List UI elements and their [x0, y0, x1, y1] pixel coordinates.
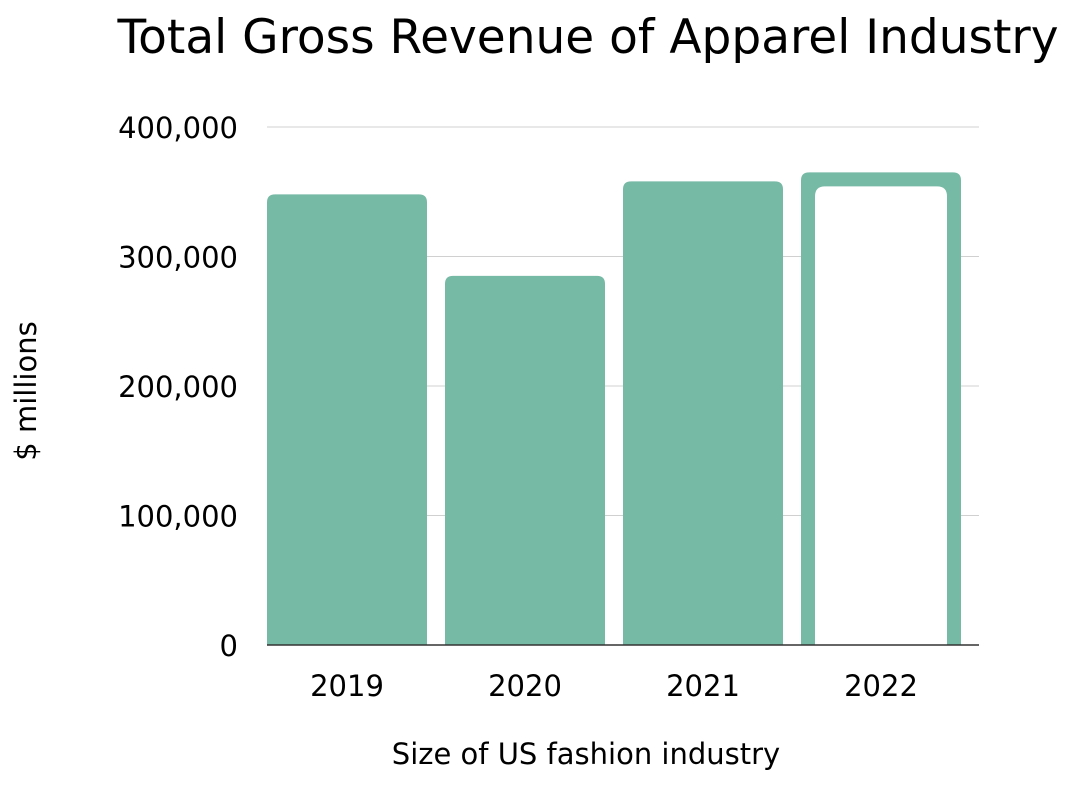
- y-tick-label: 300,000: [118, 241, 238, 275]
- bar-2021: [623, 181, 783, 645]
- y-axis-label: $ millions: [9, 321, 43, 460]
- x-axis-ticks: 2019 2020 2021 2022: [310, 669, 918, 703]
- x-tick-label: 2019: [310, 669, 384, 703]
- bar-2022-highlight-inner: [815, 186, 947, 645]
- y-axis-ticks: 0 100,000 200,000 300,000 400,000: [118, 111, 238, 663]
- bar-2019: [267, 194, 427, 645]
- x-tick-label: 2022: [844, 669, 918, 703]
- y-tick-label: 0: [220, 629, 238, 663]
- x-axis-label: Size of US fashion industry: [392, 737, 780, 771]
- x-tick-label: 2020: [488, 669, 562, 703]
- chart-title: Total Gross Revenue of Apparel Industry: [116, 10, 1058, 65]
- y-tick-label: 400,000: [118, 111, 238, 145]
- y-tick-label: 100,000: [118, 500, 238, 534]
- bar-2020: [445, 275, 605, 645]
- x-tick-label: 2021: [666, 669, 740, 703]
- y-tick-label: 200,000: [118, 370, 238, 404]
- bars: [267, 172, 961, 645]
